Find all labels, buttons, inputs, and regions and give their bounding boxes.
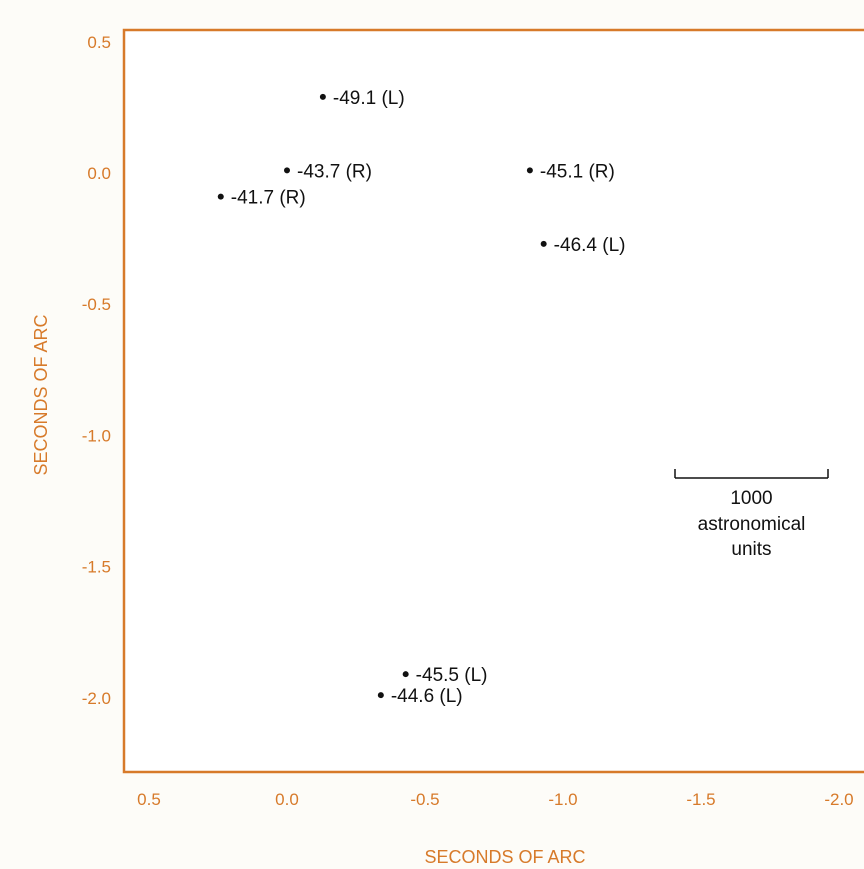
data-point: [284, 167, 290, 174]
y-tick-label: -1.5: [82, 558, 111, 577]
y-tick-label: 0.0: [87, 164, 111, 183]
x-tick-label: -0.5: [410, 790, 439, 809]
data-point-label: -45.5 (L): [416, 665, 488, 686]
y-tick-label: 0.5: [87, 33, 111, 52]
y-axis-title: SECONDS OF ARC: [31, 314, 51, 475]
scale-bar-unit-line1: astronomical: [698, 514, 806, 535]
data-point: [377, 692, 384, 699]
scale-bar-value: 1000: [730, 488, 772, 509]
x-tick-label: 0.0: [275, 790, 299, 809]
x-tick-label: -1.5: [686, 790, 715, 809]
data-point-label: -43.7 (R): [297, 161, 372, 182]
data-point-label: -41.7 (R): [231, 188, 306, 209]
y-tick-label: -2.0: [82, 689, 111, 708]
data-point: [402, 671, 409, 678]
data-point-label: -44.6 (L): [391, 686, 463, 707]
data-point: [526, 167, 533, 174]
x-tick-label: -1.0: [548, 790, 577, 809]
y-tick-label: -0.5: [82, 295, 111, 314]
data-point: [319, 93, 326, 100]
data-point: [217, 193, 224, 200]
data-point: [540, 240, 547, 247]
scale-bar-unit-line2: units: [731, 539, 771, 560]
plot-frame: [122, 28, 864, 774]
y-tick-label: -1.0: [82, 426, 111, 445]
data-point-label: -46.4 (L): [554, 235, 626, 256]
x-tick-label: 0.5: [137, 790, 161, 809]
data-point-label: -49.1 (L): [333, 88, 405, 109]
x-tick-label: -2.0: [824, 790, 853, 809]
data-point-label: -45.1 (R): [540, 161, 615, 182]
x-axis-title: SECONDS OF ARC: [424, 847, 585, 867]
